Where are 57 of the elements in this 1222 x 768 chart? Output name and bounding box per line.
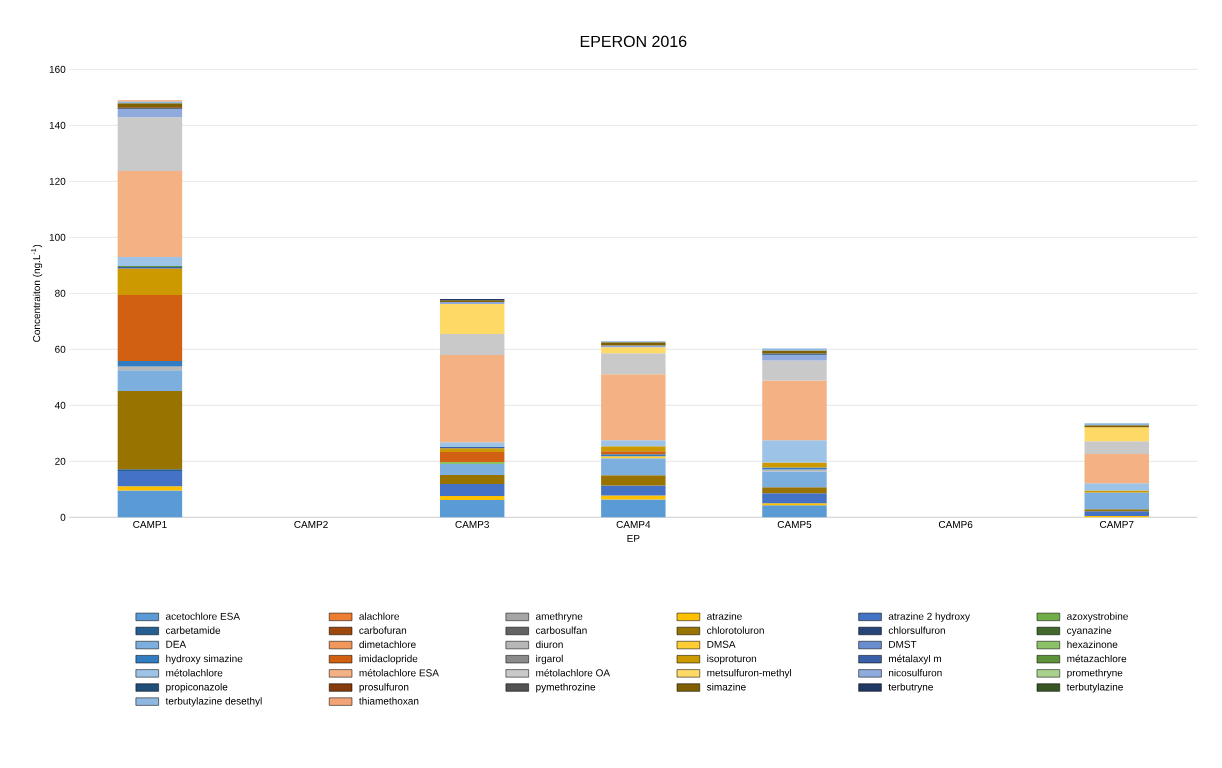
x-tick-label: CAMP6 (938, 520, 973, 529)
legend-label: métolachlore (166, 668, 223, 677)
legend-label: chlorsulfuron (888, 626, 945, 634)
chart-title: EPERON 2016 (580, 35, 687, 48)
legend-label: thiamethoxan (359, 697, 419, 705)
y-tick-label: 40 (54, 401, 66, 409)
legend-label: terbutylazine (1066, 683, 1123, 693)
legend-label: isoproturon (707, 654, 757, 665)
y-tick-label: 60 (55, 345, 66, 353)
legend-label: métolachlore ESA (359, 668, 439, 677)
legend-label: atrazine 2 hydroxy (888, 612, 971, 622)
y-tick-label: 80 (55, 289, 66, 297)
legend-label: simazine (706, 683, 746, 691)
legend-label: hydroxy simazine (166, 654, 243, 665)
legend-label: hexazinone (1067, 640, 1118, 649)
legend-label: métazachlore (1067, 654, 1127, 663)
legend-label: métalaxyl m (889, 654, 942, 665)
legend-label: promethryne (1067, 669, 1123, 679)
legend-label: prosulfuron (359, 683, 409, 693)
y-axis-title: Concentraiton (ng.L$^{-1}$) (31, 244, 43, 342)
legend-label: nicosulfuron (889, 669, 942, 677)
y-tick-label: 0 (60, 513, 66, 521)
legend-label: DMSA (707, 640, 736, 648)
x-tick-label: CAMP3 (455, 520, 489, 529)
legend-label: irgarol (536, 654, 563, 665)
legend-label: propiconazole (166, 683, 228, 693)
legend-label: cyanazine (1067, 626, 1112, 636)
legend-label: chlorotoluron (707, 626, 764, 634)
legend-label: amethryne (536, 612, 583, 622)
x-tick-label: CAMP5 (777, 520, 812, 529)
y-tick-label: 20 (55, 457, 66, 465)
legend-label: métolachlore OA (536, 668, 611, 677)
x-tick-label: CAMP7 (1100, 520, 1134, 529)
y-tick-label: 160 (49, 65, 66, 73)
legend-label: DEA (166, 640, 187, 648)
legend-label: terbutryne (888, 683, 933, 693)
legend-label: carbofuran (359, 626, 407, 634)
x-tick-label: CAMP4 (616, 520, 651, 529)
x-axis-title: EP (627, 534, 640, 542)
y-tick-label: 120 (49, 177, 66, 185)
legend-label: acetochlore ESA (165, 612, 241, 620)
legend-label: DMST (889, 640, 917, 648)
y-tick-label: 100 (49, 233, 66, 241)
legend-label: terbutylazine desethyl (165, 697, 262, 707)
y-tick-label: 140 (49, 121, 66, 129)
legend-label: carbosulfan (536, 626, 587, 634)
legend-label: metsulfuron-methyl (707, 669, 792, 679)
legend-label: pymethrozine (536, 683, 596, 693)
legend-label: dimetachlore (359, 640, 416, 649)
x-tick-label: CAMP1 (133, 520, 167, 529)
legend-label: atrazine (707, 612, 742, 620)
x-tick-label: CAMP2 (294, 520, 328, 529)
legend-label: carbetamide (165, 626, 221, 634)
legend-label: alachlore (359, 612, 400, 620)
legend-label: imidaclopride (359, 654, 418, 665)
legend-label: azoxystrobine (1067, 612, 1128, 622)
legend-label: diuron (536, 640, 563, 649)
